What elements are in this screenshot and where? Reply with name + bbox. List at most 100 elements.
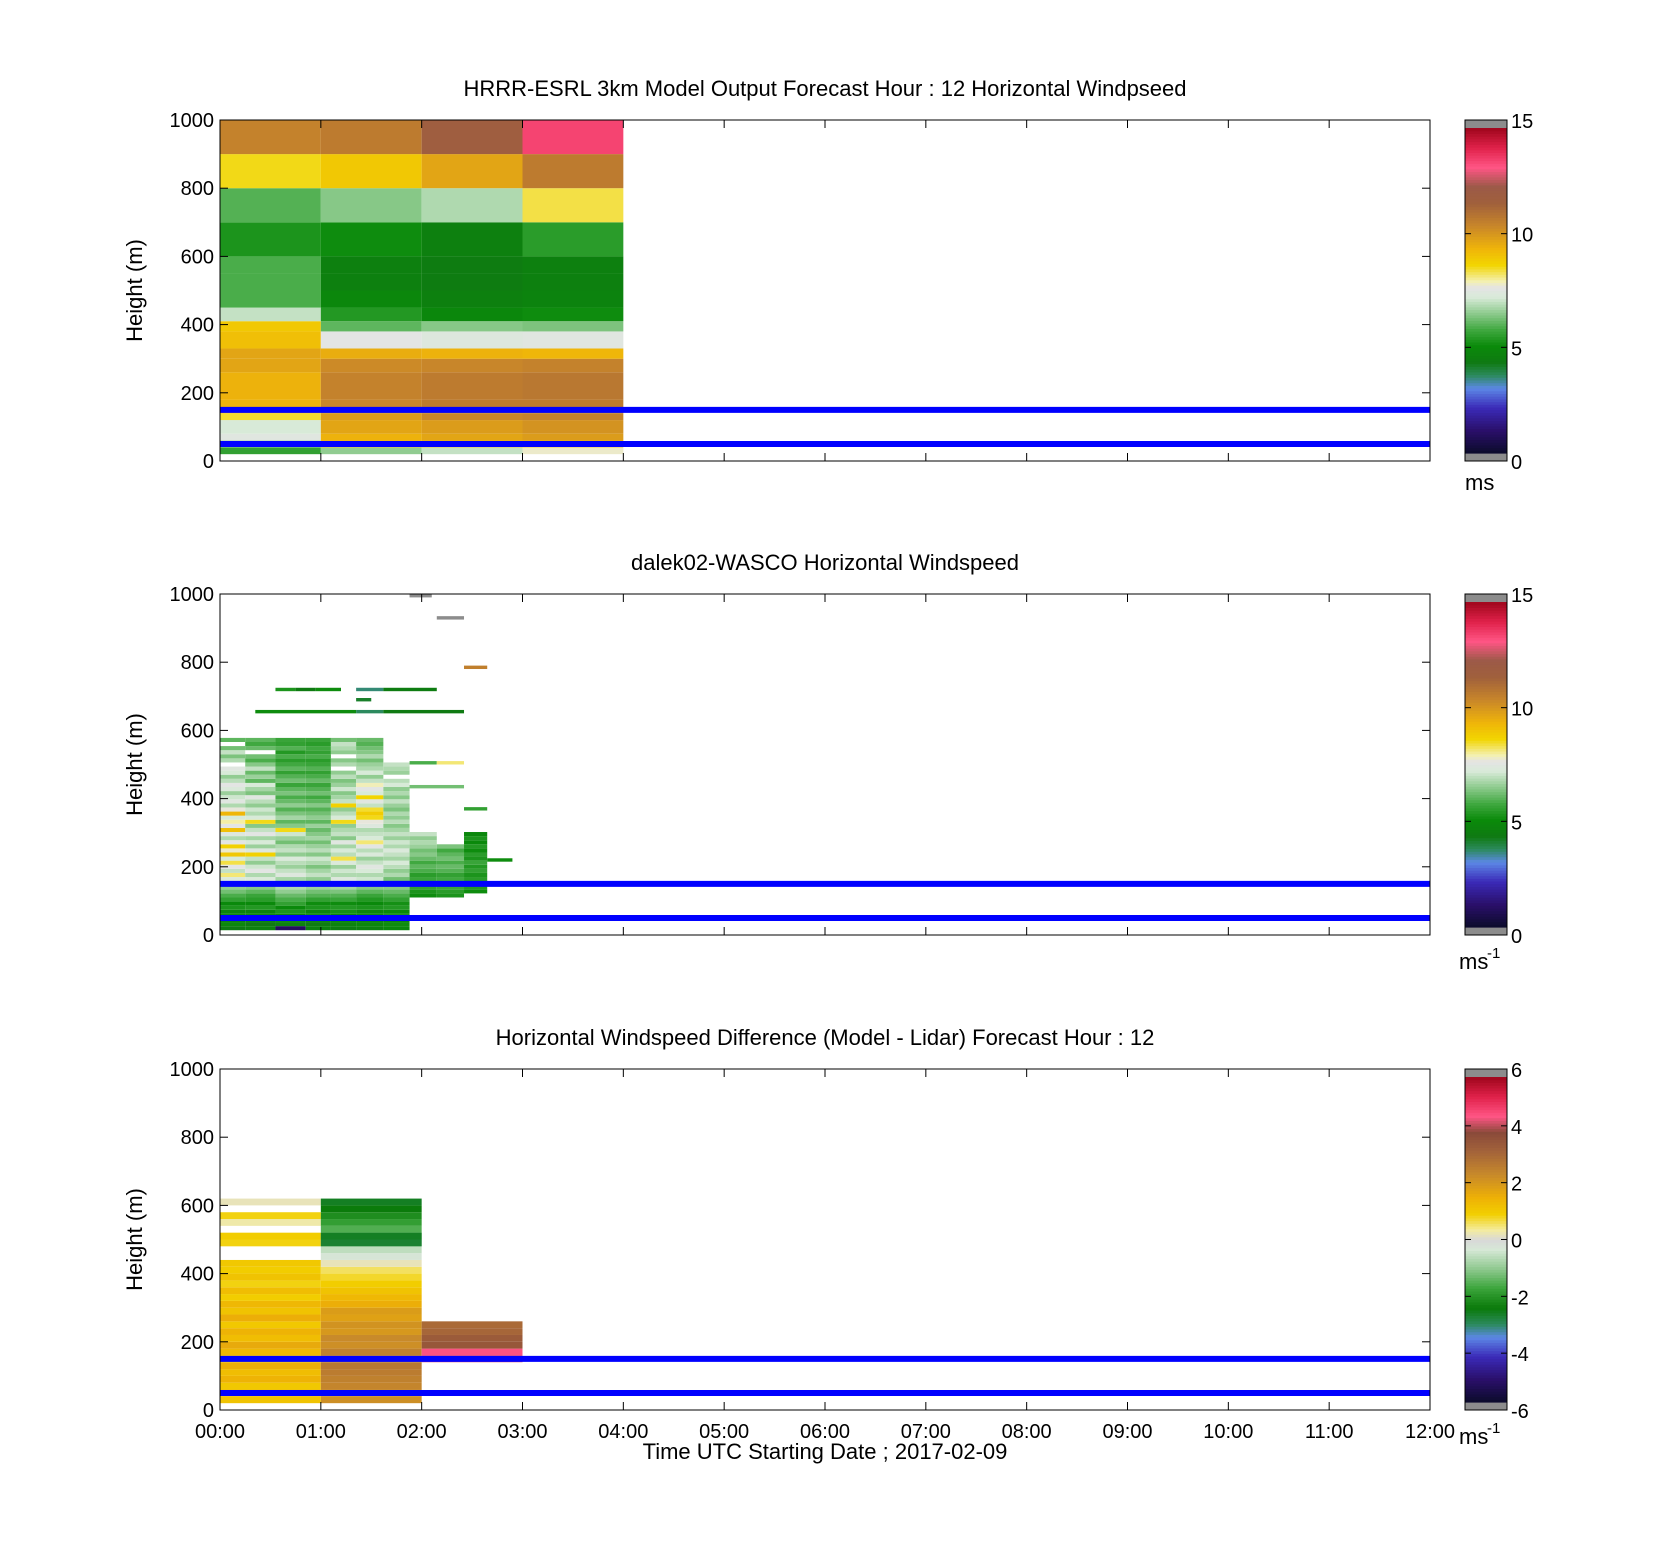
heatmap-cell bbox=[245, 799, 276, 804]
heatmap-cell bbox=[305, 909, 331, 914]
heatmap-cell bbox=[383, 897, 410, 902]
heatmap-cell bbox=[275, 840, 306, 845]
colorbar-segment bbox=[1465, 750, 1507, 755]
heatmap-cell bbox=[255, 709, 357, 714]
colorbar-segment bbox=[1465, 1120, 1507, 1124]
heatmap-cell bbox=[330, 795, 357, 800]
colorbar-segment bbox=[1465, 1104, 1507, 1108]
heatmap-cell bbox=[275, 737, 306, 742]
colorbar-segment bbox=[1465, 1212, 1507, 1216]
colorbar-segment bbox=[1465, 840, 1507, 844]
heatmap-cell bbox=[464, 844, 488, 849]
colorbar-segment bbox=[1465, 350, 1507, 354]
colorbar-segment bbox=[1465, 1106, 1507, 1111]
heatmap-cell bbox=[305, 823, 331, 828]
colorbar-segment bbox=[1465, 1087, 1507, 1092]
heatmap-cell bbox=[220, 832, 246, 837]
heatmap-cell bbox=[320, 1232, 422, 1240]
heatmap-cell bbox=[220, 1273, 321, 1281]
colorbar-segment bbox=[1465, 783, 1507, 787]
colorbar-segment bbox=[1465, 1128, 1507, 1132]
heatmap-cell bbox=[305, 893, 331, 898]
heatmap-cell bbox=[320, 1259, 422, 1267]
heatmap-cell bbox=[356, 840, 384, 845]
colorbar-segment bbox=[1465, 1142, 1507, 1146]
colorbar-segment bbox=[1465, 1123, 1507, 1127]
colorbar-segment bbox=[1465, 905, 1507, 909]
heatmap-cell bbox=[220, 1369, 321, 1376]
colorbar-segment bbox=[1465, 916, 1507, 920]
colorbar-segment bbox=[1465, 653, 1507, 657]
y-tick-label: 400 bbox=[181, 789, 214, 811]
heatmap-cell bbox=[305, 922, 331, 927]
colorbar-segment bbox=[1465, 1131, 1507, 1135]
heatmap-cell bbox=[330, 856, 357, 861]
colorbar-segment bbox=[1465, 1155, 1507, 1159]
colorbar-over-cap bbox=[1465, 594, 1507, 602]
heatmap-cell bbox=[220, 1287, 321, 1295]
heatmap-cell bbox=[220, 844, 246, 849]
colorbar-segment bbox=[1465, 360, 1507, 365]
heatmap-cell bbox=[522, 420, 624, 434]
colorbar-segment bbox=[1465, 759, 1507, 763]
colorbar-segment bbox=[1465, 331, 1507, 335]
colorbar-segment bbox=[1465, 442, 1507, 446]
heatmap-cell bbox=[320, 188, 422, 223]
heatmap-cell bbox=[320, 1314, 422, 1322]
heatmap-cell bbox=[356, 852, 384, 857]
heatmap-cell bbox=[383, 909, 410, 914]
x-tick-label: 05:00 bbox=[699, 1421, 749, 1443]
heatmap-cell bbox=[421, 358, 523, 373]
colorbar-segment bbox=[1465, 913, 1507, 917]
colorbar-segment bbox=[1465, 165, 1507, 170]
panel-1: 0 200 400 600 800 1000 HRRR-ESRL 3km Model Out… bbox=[122, 76, 1533, 495]
heatmap-cell bbox=[320, 1348, 422, 1356]
heatmap-cell bbox=[245, 909, 276, 914]
colorbar-segment bbox=[1465, 704, 1507, 709]
heatmap-cell bbox=[356, 848, 384, 853]
heatmap-cell bbox=[320, 1246, 422, 1254]
colorbar-segment bbox=[1465, 225, 1507, 229]
heatmap-cell bbox=[330, 827, 357, 833]
heatmap-cell bbox=[220, 1362, 321, 1370]
heatmap-cell bbox=[305, 819, 331, 824]
heatmap-cell bbox=[383, 811, 410, 816]
heatmap-cell bbox=[320, 307, 422, 322]
colorbar-segment bbox=[1465, 1207, 1507, 1211]
colorbar-unit-exponent: -1 bbox=[1487, 945, 1500, 962]
colorbar-segment bbox=[1465, 786, 1507, 790]
colorbar-segment bbox=[1465, 149, 1507, 153]
heatmap-cell bbox=[330, 819, 357, 824]
heatmap-cell bbox=[320, 420, 422, 434]
heatmap-cell bbox=[220, 358, 321, 373]
heatmap-cell bbox=[464, 852, 488, 857]
y-tick-label: 600 bbox=[181, 720, 214, 742]
heatmap-cell bbox=[330, 926, 357, 931]
colorbar-segment bbox=[1465, 211, 1507, 216]
colorbar-segment bbox=[1465, 309, 1507, 313]
colorbar-segment bbox=[1465, 1318, 1507, 1322]
heatmap-cell bbox=[330, 791, 357, 796]
colorbar-segment bbox=[1465, 637, 1507, 641]
colorbar-segment bbox=[1465, 379, 1507, 384]
heatmap-cell bbox=[305, 770, 331, 775]
colorbar: 0 5 10 15 ms-1 bbox=[1459, 585, 1533, 974]
heatmap-cell bbox=[522, 290, 624, 308]
heatmap-cell bbox=[245, 782, 276, 788]
y-tick-label: 1000 bbox=[170, 110, 215, 132]
heatmap-cell bbox=[275, 856, 306, 861]
heatmap-cell bbox=[330, 778, 357, 783]
colorbar-segment bbox=[1465, 1085, 1507, 1089]
colorbar-segment bbox=[1465, 696, 1507, 701]
colorbar-segment bbox=[1465, 883, 1507, 887]
heatmap-cell bbox=[330, 762, 357, 767]
heatmap-cell bbox=[305, 791, 331, 796]
heatmap-cell bbox=[305, 872, 331, 878]
heatmap-cell bbox=[383, 803, 410, 808]
colorbar-segment bbox=[1465, 1231, 1507, 1235]
heatmap-cell bbox=[421, 420, 523, 434]
colorbar-segment bbox=[1465, 266, 1507, 270]
heatmap-cell bbox=[275, 893, 306, 898]
colorbar-tick-label: 2 bbox=[1511, 1174, 1522, 1196]
colorbar-segment bbox=[1465, 336, 1507, 340]
